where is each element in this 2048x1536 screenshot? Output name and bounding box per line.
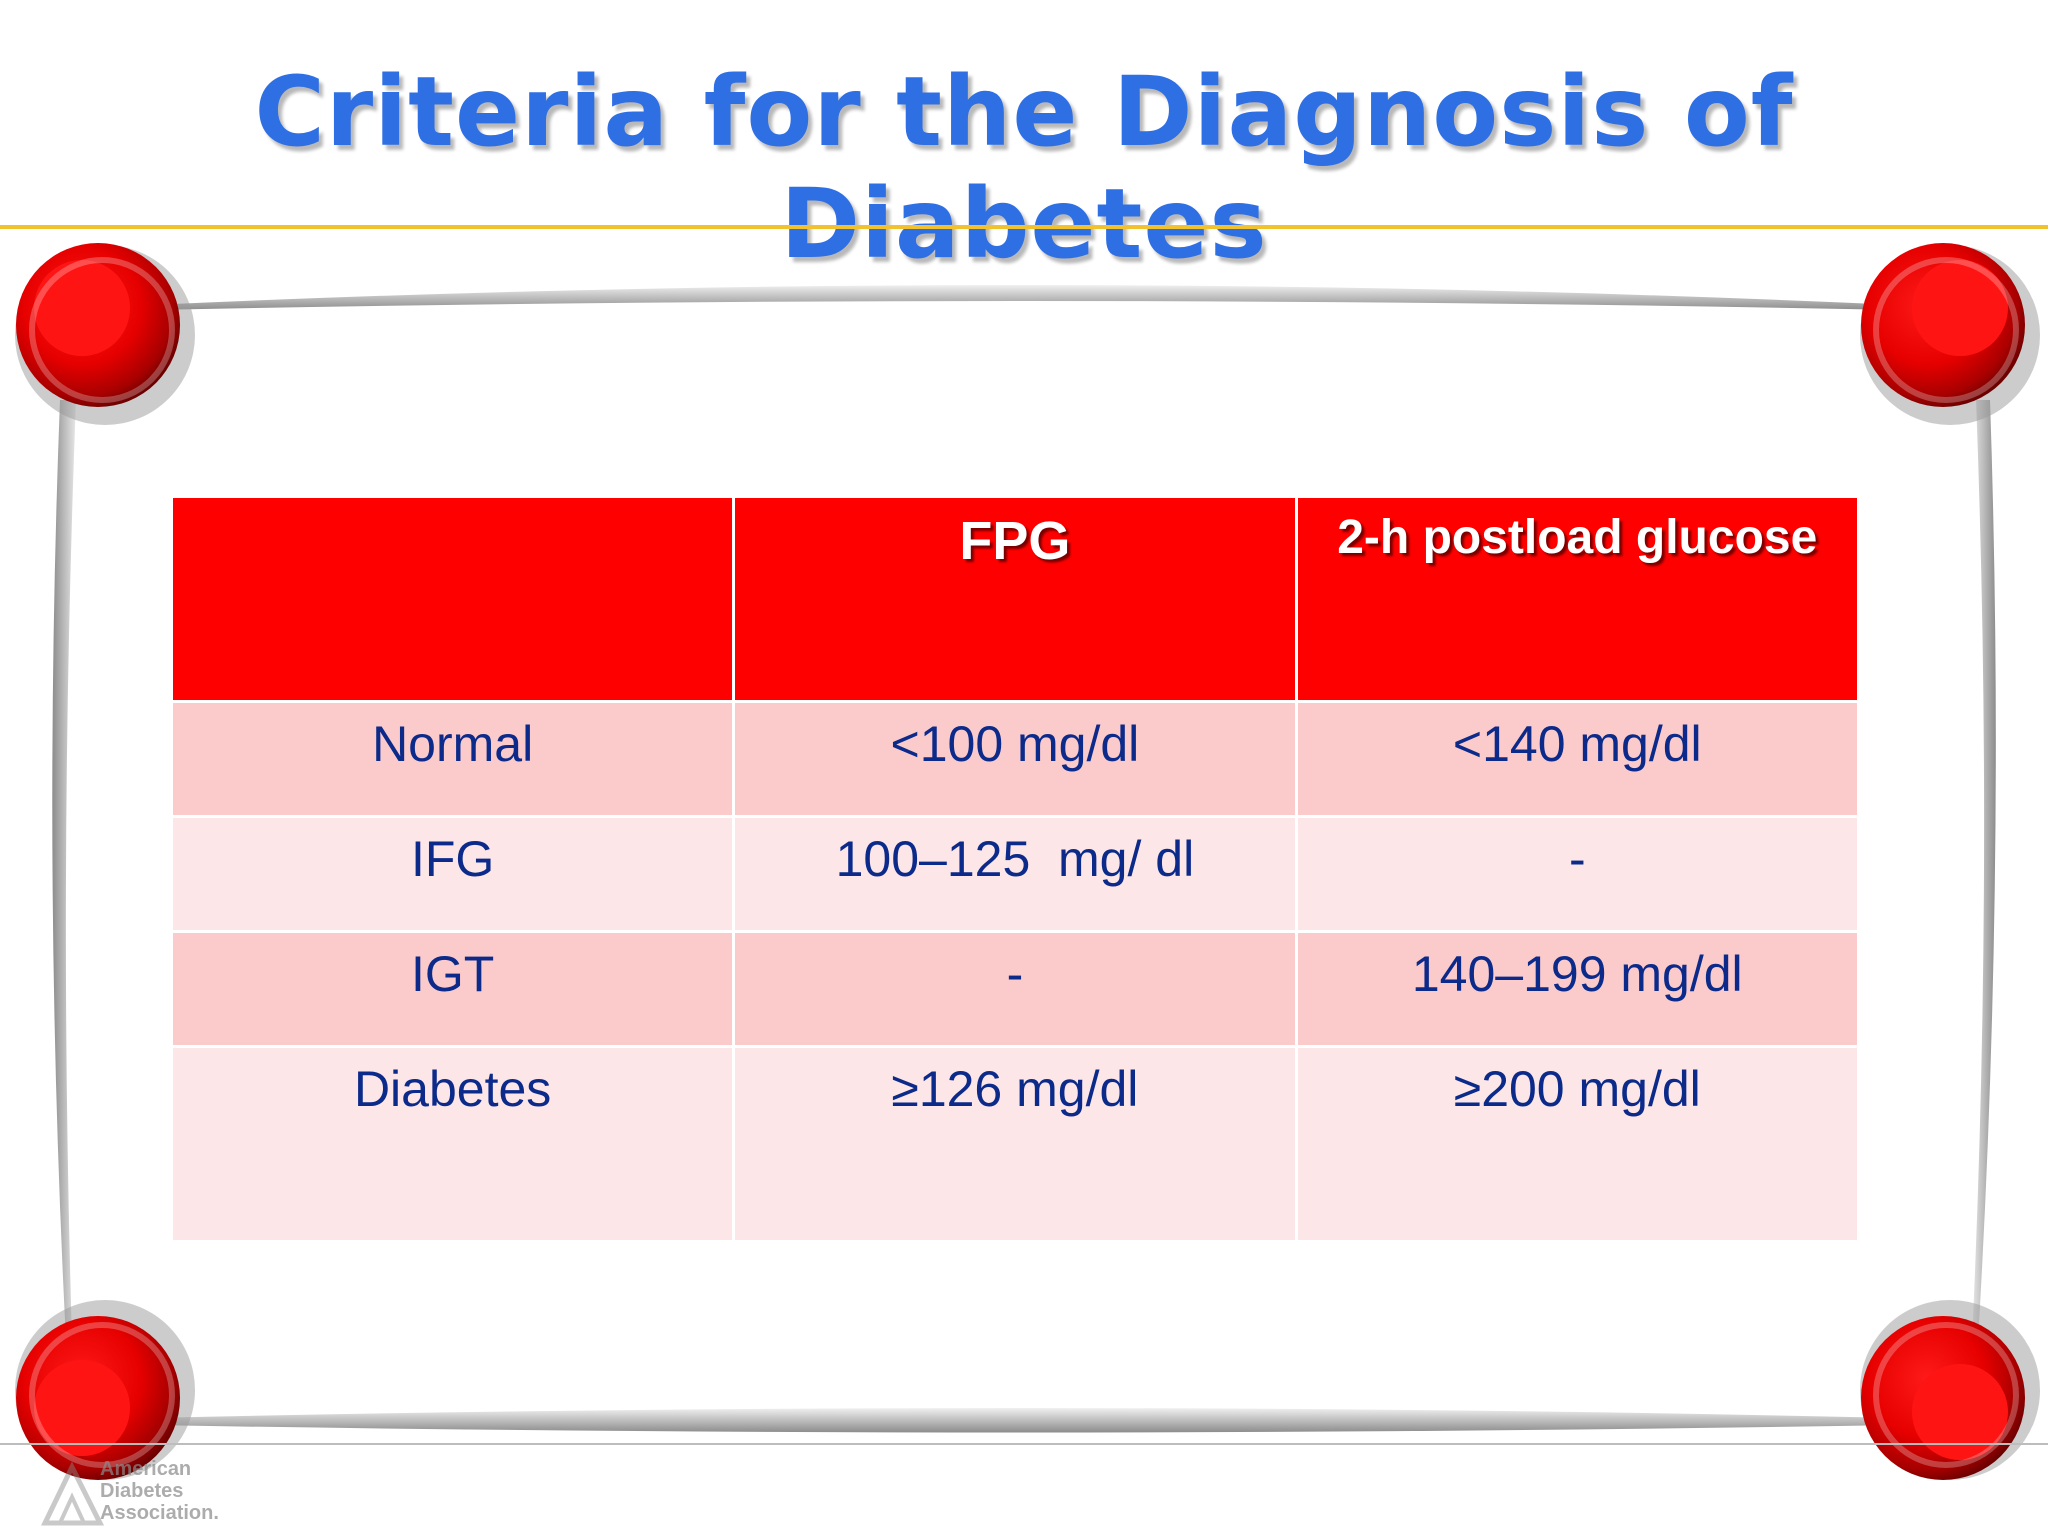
frame-top-edge bbox=[150, 285, 1898, 310]
postload-value: 140–199 mg/dl bbox=[1294, 930, 1861, 1048]
frame-right-edge bbox=[1972, 400, 1996, 1340]
table-row: IFG 100–125 mg/ dl - bbox=[169, 815, 1861, 933]
slide-title: Criteria for the Diagnosis of Diabetes bbox=[254, 56, 1794, 280]
ada-logo-line: American bbox=[100, 1458, 192, 1480]
fpg-value: <100 mg/dl bbox=[732, 700, 1298, 818]
corner-ball-bottom-left bbox=[15, 1300, 195, 1480]
table-row: Diabetes ≥126 mg/dl ≥200 mg/dl bbox=[169, 1045, 1861, 1243]
table-row: Normal <100 mg/dl <140 mg/dl bbox=[169, 700, 1861, 818]
frame-left-edge bbox=[52, 400, 76, 1340]
ada-logo-icon bbox=[41, 1461, 105, 1526]
fpg-value: 100–125 mg/ dl bbox=[732, 815, 1298, 933]
row-label: IFG bbox=[169, 815, 736, 933]
table-header-row: FPG 2-h postload glucose bbox=[169, 495, 1861, 703]
postload-value: ≥200 mg/dl bbox=[1294, 1045, 1861, 1243]
row-label: Diabetes bbox=[169, 1045, 736, 1243]
corner-ball-top-right bbox=[1860, 243, 2040, 425]
fpg-value: ≥126 mg/dl bbox=[732, 1045, 1298, 1243]
header-cell-fpg: FPG bbox=[732, 495, 1298, 703]
frame-bottom-edge bbox=[150, 1408, 1898, 1433]
ada-logo-text: American Diabetes Association. bbox=[100, 1458, 219, 1524]
row-label: Normal bbox=[169, 700, 736, 818]
diagnosis-criteria-table: FPG 2-h postload glucose Normal <100 mg/… bbox=[169, 495, 1861, 1243]
header-cell-empty bbox=[169, 495, 736, 703]
row-label: IGT bbox=[169, 930, 736, 1048]
corner-ball-top-left bbox=[15, 243, 195, 425]
ada-logo-line: Association. bbox=[100, 1502, 219, 1524]
corner-ball-bottom-right bbox=[1860, 1300, 2040, 1480]
title-divider bbox=[0, 225, 2048, 229]
postload-value: <140 mg/dl bbox=[1294, 700, 1861, 818]
postload-value: - bbox=[1294, 815, 1861, 933]
table-row: IGT - 140–199 mg/dl bbox=[169, 930, 1861, 1048]
header-cell-postload: 2-h postload glucose bbox=[1294, 495, 1861, 703]
ada-logo-line: Diabetes bbox=[100, 1480, 184, 1502]
fpg-value: - bbox=[732, 930, 1298, 1048]
